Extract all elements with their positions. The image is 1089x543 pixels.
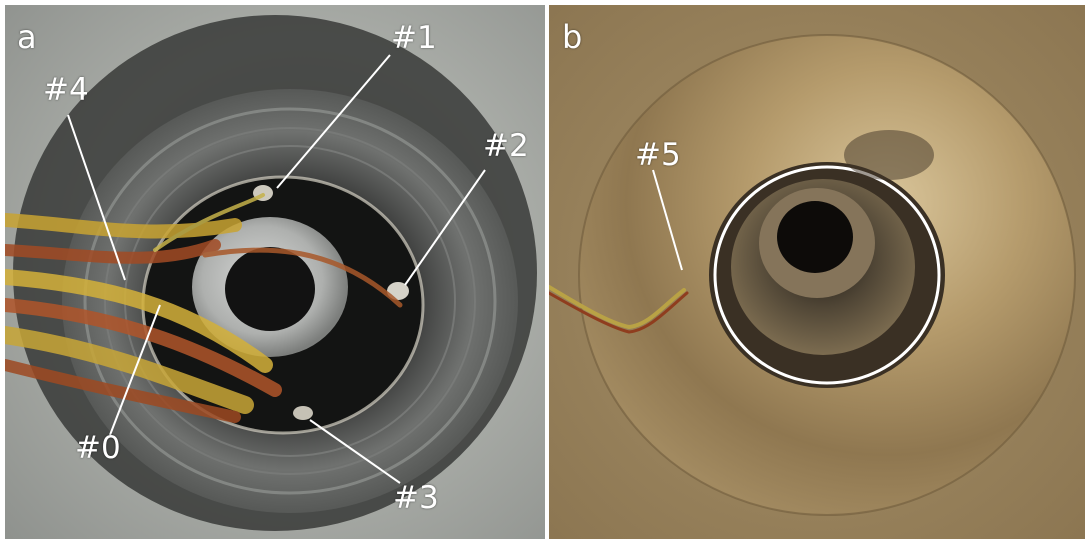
callout-label-1: #1 [391,20,437,56]
callout-label-3: #3 [393,480,439,516]
callout-label-4: #4 [43,72,89,108]
panel-b-image [549,5,1085,539]
leader-line-5 [652,169,683,271]
callout-label-5: #5 [635,137,681,173]
panel-b-letter: b [562,18,583,56]
panel-a-image [5,5,545,539]
leader-line-1 [276,54,391,189]
leader-line-0 [109,304,161,436]
leader-line-3 [309,419,401,484]
callout-label-2: #2 [483,128,529,164]
panel-b-photo: b #5 [549,5,1085,539]
callout-label-0: #0 [75,430,121,466]
leader-line-2 [404,169,486,286]
leader-line-4 [67,114,126,281]
panel-a-photo: a #1 #4 #2 #0 #3 [5,5,545,539]
panel-a-letter: a [17,18,37,56]
